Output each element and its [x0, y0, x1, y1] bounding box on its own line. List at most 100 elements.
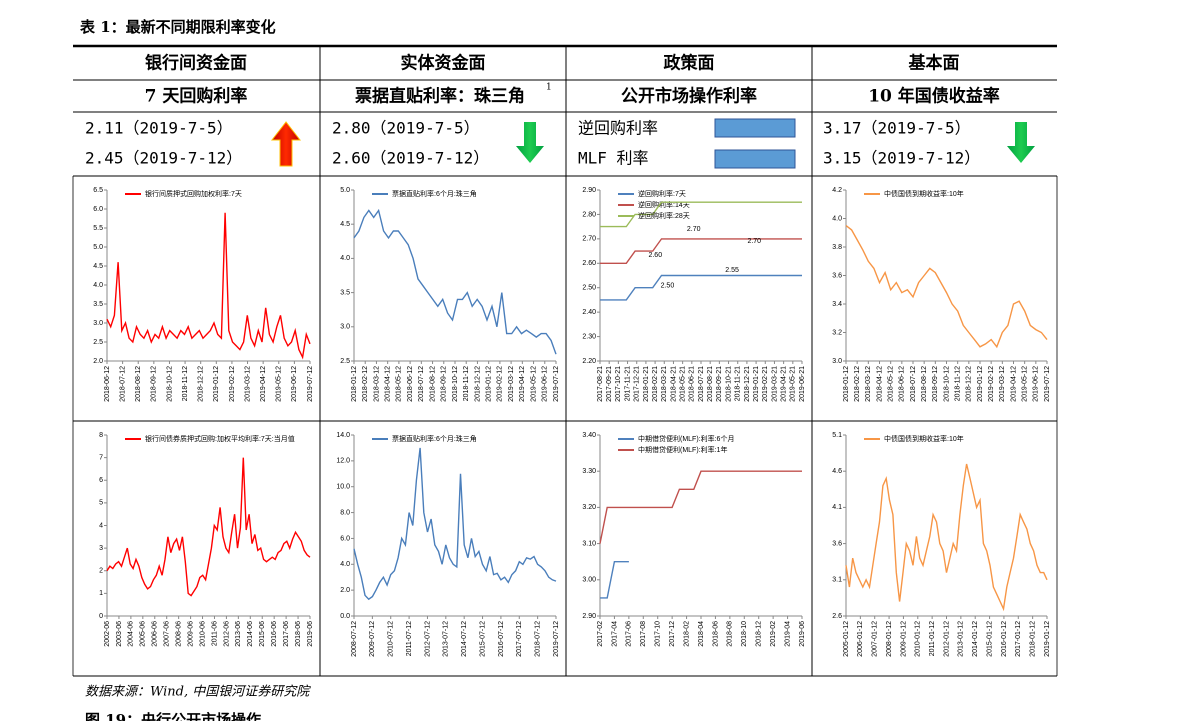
x-tick-label: 2016-06	[271, 621, 278, 647]
y-tick-label: 0.0	[340, 613, 350, 620]
down-arrow	[1007, 122, 1035, 163]
y-tick-label: 2.6	[832, 613, 842, 620]
x-tick-label: 2014-01-12	[972, 621, 979, 657]
up-arrow	[270, 121, 302, 167]
series-line	[353, 447, 557, 601]
x-tick-label: 2019-04-12	[519, 366, 526, 402]
x-tick-label: 2012-01-12	[943, 621, 950, 657]
x-tick-label: 2015-01-12	[986, 621, 993, 657]
series-line	[845, 463, 1048, 612]
x-tick-label: 2010-01-12	[915, 621, 922, 657]
annotation: 2.55	[725, 267, 739, 274]
x-tick-label: 2006-01-12	[857, 621, 864, 657]
x-tick-label: 2017-10-21	[615, 366, 622, 402]
x-tick-label: 2014-07-12	[461, 621, 468, 657]
legend-label: 中债国债到期收益率:10年	[884, 189, 964, 198]
y-tick-label: 2.5	[93, 339, 103, 346]
legend-box	[714, 118, 796, 138]
x-tick-label: 2018-01-21	[643, 366, 650, 402]
rate-cell: 逆回购利率	[578, 119, 658, 138]
x-tick-label: 2017-10	[655, 621, 662, 647]
x-tick-label: 2018-03-12	[865, 366, 872, 402]
x-tick-label: 2017-12-21	[634, 366, 641, 402]
y-tick-label: 3	[99, 545, 103, 552]
series-line	[106, 212, 311, 360]
y-tick-label: 3.6	[832, 272, 842, 279]
x-tick-label: 2018-07-21	[698, 366, 705, 402]
x-tick-label: 2019-02	[770, 621, 777, 647]
legend-label: 中债国债到期收益率:10年	[884, 434, 964, 443]
x-tick-label: 2011-01-12	[929, 621, 936, 656]
y-tick-label: 4.0	[340, 255, 350, 262]
y-tick-label: 3.6	[832, 540, 842, 547]
x-tick-label: 2018-08	[727, 621, 734, 647]
y-tick-label: 6.5	[93, 187, 103, 194]
x-tick-label: 2018-10-12	[943, 366, 950, 402]
annotation: 2.70	[747, 238, 761, 245]
y-tick-label: 3.2	[832, 329, 842, 336]
x-tick-label: 2019-06-12	[1033, 366, 1040, 402]
x-tick-label: 2018-12-21	[744, 366, 751, 402]
x-tick-label: 2019-07-12	[307, 366, 314, 402]
y-tick-label: 2.0	[340, 587, 350, 594]
y-tick-label: 2.70	[582, 236, 596, 243]
x-tick-label: 2019-04	[784, 621, 791, 647]
x-tick-label: 2019-01-12	[1044, 621, 1051, 657]
x-tick-label: 2019-05-21	[790, 366, 797, 402]
x-tick-label: 2017-12	[669, 621, 676, 647]
x-tick-label: 2018-02-21	[652, 366, 659, 402]
y-tick-label: 3.4	[832, 301, 842, 308]
x-tick-label: 2018-11-12	[463, 366, 470, 401]
x-tick-label: 2009-01-12	[900, 621, 907, 657]
y-tick-label: 5.5	[93, 225, 103, 232]
y-tick-label: 3.8	[832, 244, 842, 251]
x-tick-label: 2018-07-12	[418, 366, 425, 402]
y-tick-label: 4	[99, 522, 103, 529]
column-header: 实体资金面	[401, 53, 486, 74]
x-tick-label: 2017-09-21	[606, 366, 613, 402]
x-tick-label: 2018-12-12	[198, 366, 205, 402]
x-tick-label: 2018-02	[683, 621, 690, 647]
x-tick-label: 2008-06	[175, 621, 182, 647]
y-tick-label: 4.5	[340, 221, 350, 228]
x-tick-label: 2017-02	[597, 621, 604, 647]
y-tick-label: 2.40	[582, 309, 596, 316]
y-tick-label: 4.1	[832, 504, 842, 511]
y-tick-label: 4.2	[832, 187, 842, 194]
x-tick-label: 2018-04-12	[876, 366, 883, 402]
x-tick-label: 2018-08-12	[429, 366, 436, 402]
x-tick-label: 2018-03-12	[373, 366, 380, 402]
source-note: 数据来源：Wind, 中国银河证券研究院	[85, 684, 311, 700]
y-tick-label: 3.1	[832, 577, 842, 584]
footnote-mark: 1	[546, 83, 552, 93]
x-tick-label: 2005-06	[140, 621, 147, 647]
x-tick-label: 2018-05-12	[396, 366, 403, 402]
y-tick-label: 1	[99, 590, 103, 597]
column-subheader: 票据直贴利率：珠三角	[355, 86, 525, 107]
column-subheader: 10 年国债收益率	[868, 86, 1000, 107]
next-caption: 图 19：央行公开市场操作	[85, 711, 261, 721]
series-line	[600, 238, 802, 264]
legend-label: 中期借贷便利(MLF):利率:6个月	[638, 434, 734, 443]
annotation: 2.60	[648, 252, 662, 259]
x-tick-label: 2018-10-12	[166, 366, 173, 402]
y-tick-label: 3.40	[582, 432, 596, 439]
column-header: 基本面	[908, 53, 960, 74]
y-tick-label: 3.0	[340, 324, 350, 331]
y-tick-label: 2.60	[582, 260, 596, 267]
x-tick-label: 2017-11-21	[624, 366, 631, 401]
x-tick-label: 2019-04-12	[260, 366, 267, 402]
y-tick-label: 6	[99, 477, 103, 484]
x-tick-label: 2017-01-12	[1015, 621, 1022, 657]
x-tick-label: 2016-01-12	[1001, 621, 1008, 657]
x-tick-label: 2018-07-12	[119, 366, 126, 402]
y-tick-label: 3.5	[340, 289, 350, 296]
x-tick-label: 2018-06	[712, 621, 719, 647]
y-tick-label: 10.0	[336, 484, 350, 491]
series-line	[106, 457, 311, 597]
column-header: 政策面	[664, 53, 715, 74]
x-tick-label: 2018-11-21	[735, 366, 742, 401]
y-tick-label: 6.0	[93, 206, 103, 213]
x-tick-label: 2014-06	[247, 621, 254, 647]
x-tick-label: 2004-06	[128, 621, 135, 647]
